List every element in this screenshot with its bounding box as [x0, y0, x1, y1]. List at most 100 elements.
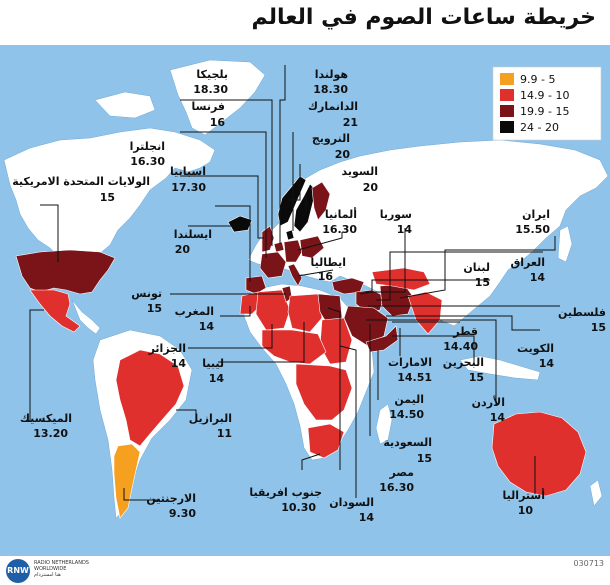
label-iceland-name: ايسلندا	[174, 228, 212, 241]
label-libya-name: ليبيا	[202, 357, 224, 370]
leader-jordan	[366, 319, 497, 406]
label-yemen-value: 14.50	[389, 408, 424, 421]
label-norway-value: 20	[335, 148, 351, 161]
leader-france	[180, 131, 267, 258]
label-belgium-name: بلجيكا	[196, 68, 228, 81]
label-iraq-value: 14	[530, 271, 546, 284]
region-italy	[287, 263, 303, 287]
legend-label-high: 19.9 - 15	[520, 105, 569, 118]
region-benelux	[273, 241, 285, 253]
leader-iran	[399, 236, 556, 299]
label-morocco-name: المغرب	[175, 305, 214, 318]
label-palestine-value: 15	[591, 321, 606, 334]
new-zealand-land	[589, 479, 603, 507]
region-west-africa	[261, 329, 327, 365]
region-argentina	[113, 443, 141, 519]
region-mexico	[29, 289, 81, 333]
leader-spain	[215, 205, 251, 282]
label-argentina-name: الارجنتين	[146, 492, 196, 505]
label-syria-value: 14	[397, 223, 413, 236]
label-france-value: 16	[210, 116, 226, 129]
label-denmark-value: 21	[343, 116, 358, 129]
country-labels: بلجيكا 18.30 هولندا 18.30 فرنسا 16 الدان…	[12, 68, 606, 524]
region-germany	[283, 239, 303, 263]
label-libya-value: 14	[209, 372, 225, 385]
leader-argentina	[123, 488, 160, 501]
leader-bahrain	[392, 335, 475, 364]
leader-norway	[288, 164, 301, 201]
label-england-value: 16.30	[130, 155, 165, 168]
leader-syria	[366, 228, 406, 293]
leader-germany	[297, 232, 343, 251]
label-spain-name: اسبانيا	[170, 165, 206, 178]
label-iran-value: 15.50	[515, 223, 550, 236]
label-bahrain-value: 15	[469, 371, 484, 384]
label-iran-name: ايران	[522, 208, 550, 221]
label-argentina-value: 9.30	[169, 507, 196, 520]
label-sudan-value: 14	[359, 511, 375, 524]
label-qatar-value: 14.40	[443, 340, 478, 353]
canada-islands-land	[94, 91, 156, 119]
rnw-logo: RNW	[6, 559, 30, 583]
label-brazil-name: البرازيل	[189, 412, 232, 425]
central-america-land	[71, 299, 101, 335]
leader-england	[180, 175, 264, 239]
label-saudi-name: السعودية	[383, 436, 432, 449]
legend-swatch-mid	[500, 89, 514, 101]
legend: 9.9 - 5 14.9 - 10 19.9 - 15 24 - 20	[492, 66, 602, 141]
region-central-africa	[295, 363, 353, 421]
label-france-name: فرنسا	[192, 100, 226, 113]
label-morocco-value: 14	[199, 320, 215, 333]
label-egypt-name: مصر	[389, 466, 415, 479]
japan-land	[557, 225, 573, 263]
leader-south-africa	[301, 453, 321, 470]
region-poland-east	[299, 235, 325, 259]
label-bahrain-name: البحرين	[443, 356, 484, 369]
leader-mexico	[29, 309, 44, 422]
greenland-land	[169, 59, 266, 136]
leader-iraq	[376, 251, 543, 301]
label-usa-value: 15	[100, 191, 115, 204]
colored-countries	[15, 175, 587, 519]
label-tunisia-name: تونس	[131, 287, 162, 300]
label-sudan-name: السودان	[329, 496, 374, 509]
leader-belgium	[180, 99, 273, 246]
region-denmark	[285, 229, 295, 241]
leader-brazil	[176, 409, 197, 420]
region-central-asia	[371, 267, 431, 291]
label-australia-value: 10	[518, 504, 534, 517]
label-yemen-name: اليمن	[394, 393, 424, 406]
label-spain-value: 17.30	[171, 181, 206, 194]
label-italy-value: 16	[318, 270, 334, 283]
indonesia-land	[459, 355, 541, 381]
legend-label-low: 9.9 - 5	[520, 73, 555, 86]
label-iceland-value: 20	[175, 243, 191, 256]
region-finland	[311, 181, 331, 221]
label-qatar-name: قطر	[452, 325, 478, 338]
region-brazil	[115, 349, 185, 447]
label-mexico-value: 13.20	[33, 427, 68, 440]
leader-libya	[218, 322, 305, 363]
label-syria-name: سوريا	[380, 208, 412, 221]
label-algeria-name: الجزائر	[148, 342, 186, 355]
legend-label-mid: 14.9 - 10	[520, 89, 569, 102]
label-lebanon-name: لبنان	[463, 261, 490, 274]
leader-morocco	[220, 306, 251, 317]
region-south-africa	[307, 423, 345, 459]
legend-swatch-high	[500, 105, 514, 117]
leader-sudan	[339, 345, 357, 498]
label-belgium-value: 18.30	[193, 83, 228, 96]
label-jordan-name: الأردن	[472, 395, 505, 409]
region-australia	[491, 411, 587, 497]
label-italy-name: ايطاليا	[311, 256, 347, 269]
label-sweden-name: السويد	[342, 165, 378, 178]
label-australia-name: أستراليا	[503, 488, 545, 502]
leader-egypt	[327, 307, 341, 470]
madagascar-land	[375, 403, 393, 445]
label-lebanon-value: 15	[475, 276, 490, 289]
label-usa-name: الولايات المتحدة الامريكية	[12, 175, 150, 188]
label-netherlands-value: 18.30	[313, 83, 348, 96]
label-norway-name: النرويج	[312, 132, 350, 145]
label-mexico-name: الميكسيك	[20, 412, 72, 425]
region-norway	[277, 175, 307, 227]
